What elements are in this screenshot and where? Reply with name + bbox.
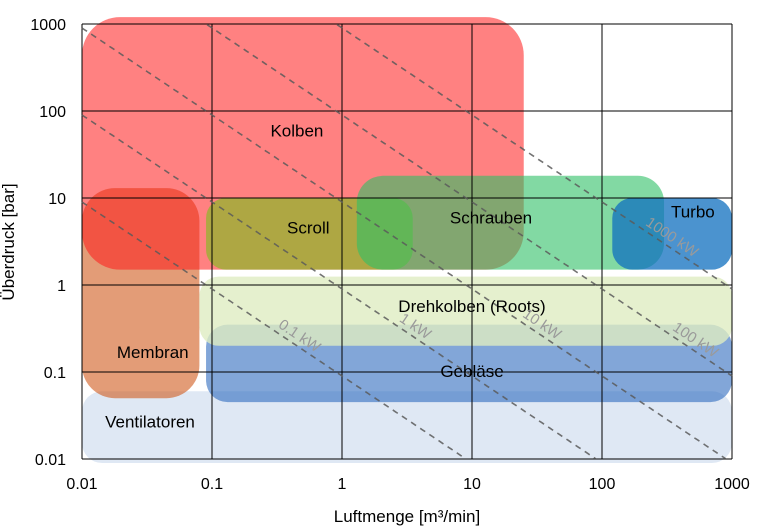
region-label-drehkolben-roots: Drehkolben (Roots)	[398, 297, 545, 316]
region-label-schrauben: Schrauben	[450, 208, 532, 227]
power-line-1-kw	[81, 114, 596, 460]
y-tick-label: 0.01	[35, 452, 66, 469]
y-tick-label: 10	[48, 191, 66, 208]
region-label-geblaese: Gebläse	[440, 362, 503, 381]
power-line-10-kw	[81, 27, 726, 460]
region-label-turbo: Turbo	[671, 202, 715, 221]
region-turbo	[612, 198, 732, 270]
power-lines-layer	[81, 24, 733, 460]
region-schrauben	[356, 175, 665, 270]
region-label-scroll: Scroll	[287, 218, 330, 237]
x-tick-label: 10	[463, 476, 481, 493]
region-ventilatoren	[82, 391, 732, 463]
region-label-membran: Membran	[117, 343, 189, 362]
region-label-kolben: Kolben	[270, 121, 323, 140]
x-tick-label: 1000	[714, 476, 750, 493]
x-axis-title: Luftmenge [m³/min]	[334, 507, 480, 526]
y-tick-label: 100	[39, 104, 66, 121]
power-line-1000-kw	[336, 24, 733, 290]
grid-layer	[81, 23, 733, 460]
y-tick-label: 1000	[30, 17, 66, 34]
regions-layer	[82, 17, 733, 463]
y-axis-title: Überdruck [bar]	[0, 183, 18, 300]
x-tick-label: 100	[589, 476, 616, 493]
x-tick-label: 0.01	[66, 476, 97, 493]
y-tick-label: 0.1	[44, 365, 66, 382]
region-label-ventilatoren: Ventilatoren	[105, 412, 195, 431]
x-tick-label: 1	[338, 476, 347, 493]
region-drehkolben-roots	[199, 276, 732, 346]
y-tick-label: 1	[57, 278, 66, 295]
x-tick-label: 0.1	[201, 476, 223, 493]
